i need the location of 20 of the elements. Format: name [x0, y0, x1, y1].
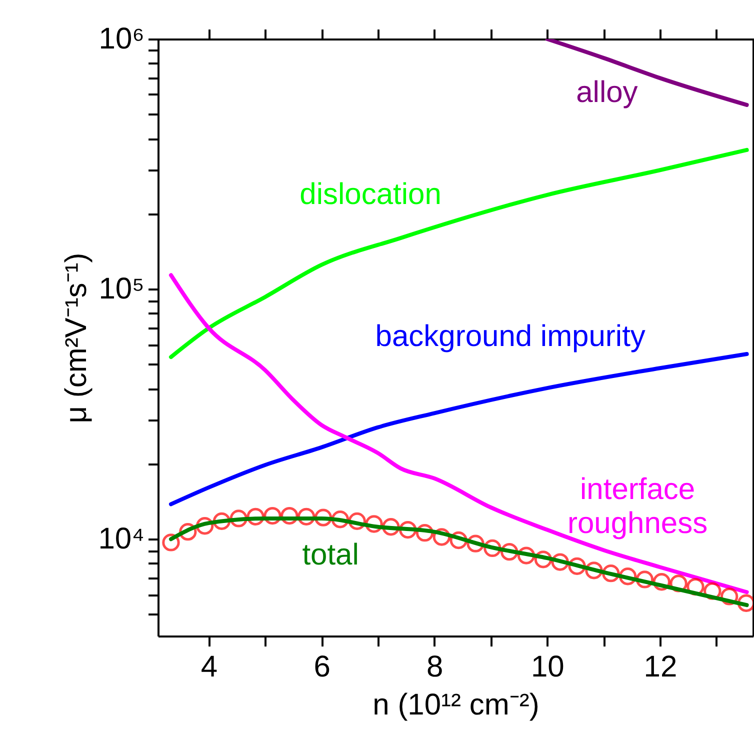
point [162, 534, 180, 552]
x-tick-label: 4 [200, 650, 218, 684]
x-tick-label: 12 [644, 650, 678, 684]
line-series [168, 148, 749, 360]
y-tick-label: 10⁶ [98, 22, 144, 56]
y-axis-title: μ (cm²V⁻¹s⁻¹) [60, 252, 94, 424]
series-label: dislocation [300, 178, 442, 212]
series-label: interface roughness [567, 473, 708, 540]
x-tick-label: 10 [530, 650, 564, 684]
y-tick-label: 10⁴ [98, 522, 144, 556]
series-label: alloy [576, 76, 638, 110]
line-series [545, 39, 749, 107]
y-tick-label: 10⁵ [98, 272, 144, 306]
x-tick-label: 8 [426, 650, 444, 684]
line-series [168, 352, 749, 506]
x-axis-title: n (10¹² cm⁻²) [372, 688, 540, 722]
line-series [168, 273, 749, 594]
series-label: total [302, 538, 359, 572]
x-tick-label: 6 [314, 650, 330, 684]
series-label: background impurity [375, 320, 646, 354]
